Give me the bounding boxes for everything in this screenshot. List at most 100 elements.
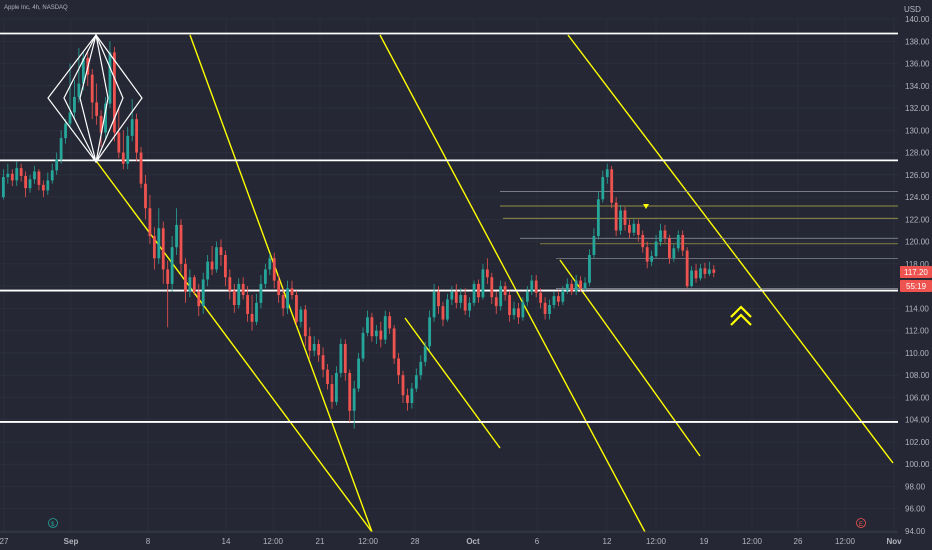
candle-body — [401, 375, 405, 396]
candle-body — [530, 280, 534, 292]
candle-body — [552, 296, 556, 306]
candle-body — [357, 358, 360, 389]
candle-body — [366, 317, 369, 333]
price-tick-label: 122.00 — [905, 215, 930, 224]
candle-body — [246, 295, 249, 314]
channel-line — [93, 157, 373, 533]
grid-lines — [0, 18, 898, 532]
candle-body — [397, 358, 400, 376]
price-tick-label: 136.00 — [905, 60, 930, 69]
dividend-marker-icon-glyph: E — [859, 522, 863, 528]
candle-body — [681, 234, 685, 251]
candle-body — [281, 295, 285, 309]
candle-body — [95, 102, 99, 116]
candle-body — [81, 57, 85, 84]
candle-body — [237, 283, 241, 306]
candle-body — [645, 247, 649, 262]
candle-body — [570, 283, 574, 292]
candle-body — [632, 223, 636, 233]
dividend-marker-icon[interactable] — [856, 518, 866, 528]
candle-body — [565, 283, 569, 291]
earnings-marker-icon-glyph: $ — [51, 522, 55, 528]
channel-line — [189, 34, 373, 533]
candle-body — [676, 234, 680, 249]
candle-body — [19, 168, 23, 176]
candle-body — [468, 302, 471, 311]
candle-body — [175, 224, 178, 248]
time-tick-label: 8 — [146, 537, 151, 546]
candle-body — [228, 277, 232, 291]
candle-body — [197, 291, 201, 307]
current-price-badge — [900, 266, 932, 278]
time-tick-label: 27 — [0, 537, 9, 546]
candle-body — [668, 238, 671, 259]
price-tick-label: 104.00 — [905, 416, 930, 425]
candle-body — [259, 283, 263, 303]
price-tick-label: 110.00 — [905, 349, 929, 358]
candle-body — [308, 336, 312, 351]
candle-body — [219, 247, 223, 255]
candle-body — [650, 256, 654, 262]
price-tick-label: 96.00 — [905, 505, 926, 514]
candle-body — [690, 270, 693, 287]
candle-body — [485, 269, 489, 278]
time-axis-ticks: 27 Sep 8 14 12:00 21 12:00 28 Oct 6 12 12:00 19 12:00… — [0, 537, 902, 546]
candle-body — [24, 175, 27, 189]
candle-body — [166, 269, 170, 284]
candle-body — [410, 388, 414, 403]
candle-body — [517, 308, 520, 318]
time-tick-label: Oct — [466, 537, 480, 546]
time-tick-label: Sep — [64, 537, 79, 546]
candle-body — [663, 230, 667, 239]
price-axis-ticks: 140.00 138.00 136.00 134.00 132.00 130.00 128.… — [905, 15, 930, 536]
candle-body — [672, 248, 676, 259]
candle-body — [224, 254, 227, 278]
time-axis-panel[interactable] — [0, 532, 898, 550]
candle-body — [392, 328, 396, 359]
candle-body — [2, 177, 5, 198]
candle-body — [152, 236, 156, 259]
candle-body — [15, 168, 19, 181]
candle-body — [317, 344, 321, 356]
candle-body — [55, 159, 59, 171]
candle-body — [277, 280, 281, 296]
time-tick-label: 12:00 — [835, 537, 856, 546]
channel-line — [567, 34, 894, 464]
candle-body — [610, 169, 614, 203]
candle-body — [263, 269, 267, 284]
candle-body — [605, 169, 609, 178]
candle-body — [707, 269, 711, 274]
candle-body — [272, 258, 276, 281]
candle-body — [77, 83, 81, 97]
candle-body — [557, 296, 560, 302]
candle-body — [703, 268, 707, 274]
candle-body — [113, 52, 116, 133]
price-tick-label: 134.00 — [905, 82, 930, 91]
candle-body — [90, 74, 94, 103]
candle-body — [388, 316, 392, 329]
diamond-pattern — [47, 33, 143, 164]
candle-body — [59, 138, 63, 160]
time-tick-label: 21 — [316, 537, 325, 546]
candle-body — [352, 388, 356, 411]
candle-body — [188, 277, 192, 292]
candle-body — [539, 292, 543, 303]
candle-body — [33, 171, 36, 180]
candle-body — [579, 280, 582, 289]
candle-body — [210, 261, 214, 270]
price-tick-label: 132.00 — [905, 104, 930, 113]
price-tick-label: 100.00 — [905, 460, 930, 469]
candle-body — [10, 173, 14, 181]
candle-body — [343, 344, 347, 373]
double-up-arrow-icon — [730, 305, 752, 318]
candle-body — [99, 115, 103, 133]
candle-body — [592, 236, 596, 255]
candle-body — [601, 177, 605, 200]
candle-body — [428, 317, 432, 347]
candle-body — [432, 291, 436, 318]
countdown-badge — [900, 280, 932, 292]
earnings-marker-icon[interactable] — [48, 518, 58, 528]
candle-body — [255, 302, 258, 322]
candle-body — [184, 263, 187, 292]
